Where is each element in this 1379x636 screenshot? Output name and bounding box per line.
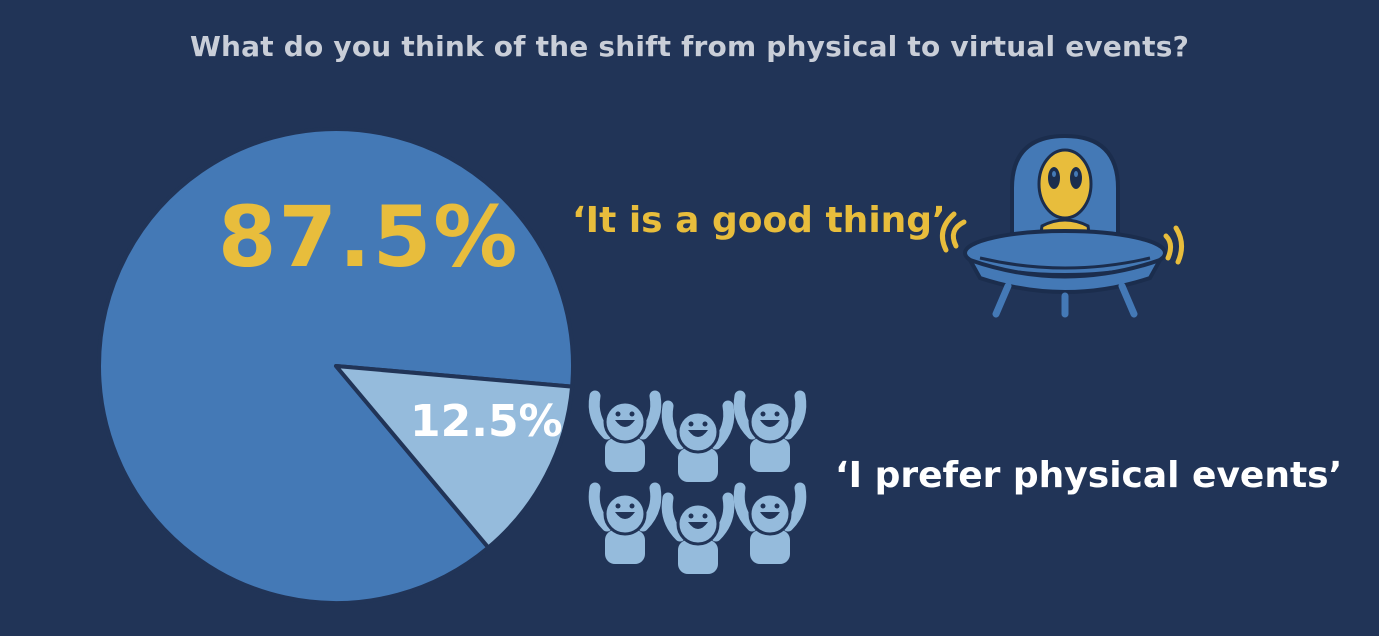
legend-good-thing: ‘It is a good thing’ [572, 200, 946, 241]
slice-label-physical: 12.5% [410, 396, 563, 447]
legend-prefer-physical: ‘I prefer physical events’ [835, 455, 1343, 496]
alien-ufo-icon [939, 133, 1184, 318]
cheering-crowd-icon [580, 388, 830, 583]
chart-title: What do you think of the shift from phys… [189, 30, 1190, 63]
slice-label-good: 87.5% [218, 188, 520, 286]
pie-slice-prefer-physical [334, 364, 575, 550]
